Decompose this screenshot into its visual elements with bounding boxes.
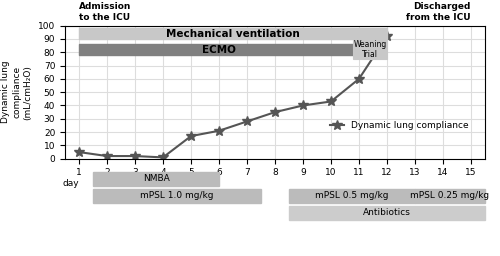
Bar xyxy=(79,28,387,39)
Bar xyxy=(79,44,359,55)
Text: day: day xyxy=(62,179,79,188)
Text: Admission
to the ICU: Admission to the ICU xyxy=(79,2,132,22)
Dynamic lung compliance xyxy=(356,77,362,80)
Dynamic lung compliance xyxy=(244,120,250,123)
Dynamic lung compliance xyxy=(160,156,166,159)
Line: Dynamic lung compliance: Dynamic lung compliance xyxy=(74,31,392,162)
Text: Weaning
Trial: Weaning Trial xyxy=(354,40,387,59)
Bar xyxy=(354,40,387,59)
Text: Discharged
from the ICU: Discharged from the ICU xyxy=(406,2,471,22)
Text: Antibiotics: Antibiotics xyxy=(363,208,411,217)
Text: mPSL 1.0 mg/kg: mPSL 1.0 mg/kg xyxy=(140,191,214,200)
Bar xyxy=(289,206,485,220)
Dynamic lung compliance xyxy=(328,100,334,103)
Dynamic lung compliance xyxy=(76,151,82,154)
Y-axis label: Dynamic lung
compliance
(mL/cmH₂O): Dynamic lung compliance (mL/cmH₂O) xyxy=(2,61,32,123)
Dynamic lung compliance xyxy=(188,135,194,138)
Dynamic lung compliance xyxy=(300,104,306,107)
Dynamic lung compliance xyxy=(384,35,390,38)
Bar xyxy=(93,172,219,186)
Text: ECMO: ECMO xyxy=(202,45,236,55)
Bar xyxy=(415,189,485,203)
Text: NMBA: NMBA xyxy=(142,175,170,184)
Text: mPSL 0.5 mg/kg: mPSL 0.5 mg/kg xyxy=(316,191,389,200)
Dynamic lung compliance xyxy=(132,155,138,158)
Bar xyxy=(289,189,415,203)
Text: mPSL 0.25 mg/kg: mPSL 0.25 mg/kg xyxy=(410,191,490,200)
Text: Mechanical ventilation: Mechanical ventilation xyxy=(166,29,300,39)
Legend: Dynamic lung compliance: Dynamic lung compliance xyxy=(326,117,472,134)
Dynamic lung compliance xyxy=(216,129,222,132)
Dynamic lung compliance xyxy=(272,111,278,114)
Dynamic lung compliance xyxy=(104,155,110,158)
Bar xyxy=(93,189,261,203)
